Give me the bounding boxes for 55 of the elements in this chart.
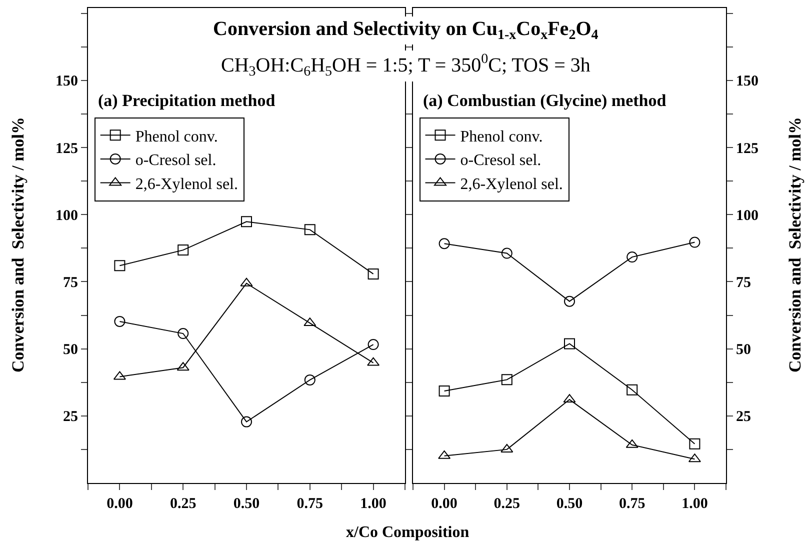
legend-label: 2,6-Xylenol sel. xyxy=(460,176,563,193)
point xyxy=(626,384,638,396)
annotation: (a) Precipitation method xyxy=(98,91,276,110)
y-tick-label: 25 xyxy=(63,409,78,426)
y-tick-label: 150 xyxy=(736,74,758,90)
point xyxy=(114,316,126,327)
point xyxy=(241,416,252,428)
point xyxy=(501,374,512,386)
x-tick-label: 0.00 xyxy=(106,496,133,512)
y-tick-label: 100 xyxy=(56,208,78,224)
x-tick-label: 0.50 xyxy=(233,496,260,512)
x-tick-label: 0.50 xyxy=(556,496,583,512)
point xyxy=(564,338,575,350)
y-tick-label: 100 xyxy=(736,208,758,224)
point xyxy=(626,252,638,263)
legend-label: 2,6-Xylenol sel. xyxy=(135,176,238,193)
x-tick-label: 0.25 xyxy=(170,496,196,512)
point xyxy=(304,374,316,386)
y-axis-title: Conversion and Selectivity / mol% xyxy=(8,117,28,372)
y-tick-label: 125 xyxy=(736,140,758,157)
legend-label: o-Cresol sel. xyxy=(135,152,216,170)
point xyxy=(304,224,316,236)
text: CH$_{3}$OH:C$_{6}$H$_{5}$OH = 1:5; T = 350$^{0}$C; TOS = 3h xyxy=(221,52,590,80)
point xyxy=(564,296,575,307)
y-tick-label: 25 xyxy=(736,409,751,426)
legend-label: Phenol conv. xyxy=(135,128,218,146)
point xyxy=(689,236,700,248)
y-tick-label: 75 xyxy=(736,274,751,291)
point xyxy=(689,438,700,450)
point xyxy=(368,339,379,350)
point xyxy=(438,385,450,396)
annotation: (a) Combustian (Glycine) method xyxy=(423,91,667,110)
point xyxy=(178,244,189,256)
y-tick-label: 75 xyxy=(63,274,78,291)
y-axis-title: Conversion and Selectivity / mol% xyxy=(786,117,804,372)
legend-label: o-Cresol sel. xyxy=(460,152,542,170)
y-tick-label: 150 xyxy=(56,74,78,90)
x-tick-label: 0.75 xyxy=(618,496,646,512)
x-tick-label: 0.25 xyxy=(494,496,520,512)
point xyxy=(501,248,512,259)
y-tick-label: 125 xyxy=(56,140,78,157)
point xyxy=(178,328,189,340)
legend-label: Phenol conv. xyxy=(460,128,543,146)
x-tick-label: 0.75 xyxy=(296,496,324,512)
point xyxy=(438,238,450,250)
y-tick-label: 50 xyxy=(63,342,78,358)
text: Conversion and Selectivity on Cu$_{1-x}$Co$_{x}$Fe$_{2}$O$_{4}$ xyxy=(213,18,598,44)
x-tick-label: 0.00 xyxy=(431,496,458,512)
x-axis-title: x/Co Composition xyxy=(346,524,470,541)
x-tick-label: 1.00 xyxy=(682,496,708,512)
y-tick-label: 50 xyxy=(736,342,751,358)
point xyxy=(368,268,379,280)
point xyxy=(114,260,126,272)
point xyxy=(241,216,252,228)
x-tick-label: 1.00 xyxy=(360,496,386,512)
